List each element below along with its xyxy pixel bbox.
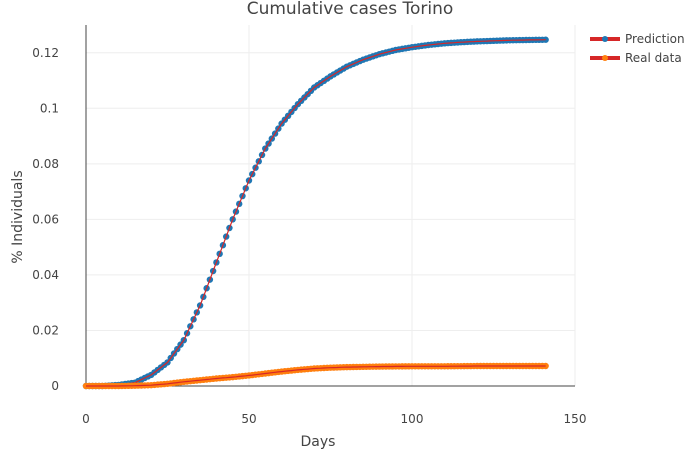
series-line-real-data — [86, 365, 546, 387]
legend-item-prediction[interactable]: Prediction — [590, 32, 685, 46]
chart-title: Cumulative cases Torino — [247, 0, 454, 19]
legend-label-real-data: Real data — [625, 51, 682, 65]
legend-label-prediction: Prediction — [625, 32, 685, 46]
x-tick-label: 50 — [241, 412, 256, 426]
grid-lines — [86, 25, 576, 386]
y-tick-label: 0.04 — [32, 268, 59, 282]
series-line-prediction — [86, 39, 546, 387]
y-tick-label: 0.08 — [32, 157, 59, 171]
x-axis-title: Days — [301, 434, 336, 450]
y-tick-label: 0.12 — [32, 46, 59, 60]
x-tick-labels: 0 50 100 150 — [82, 412, 586, 426]
x-tick-label: 150 — [564, 412, 587, 426]
y-tick-label: 0.1 — [40, 101, 59, 115]
legend-marker-prediction — [602, 36, 608, 42]
series-real-data — [82, 362, 549, 390]
series-prediction — [82, 36, 549, 390]
legend-marker-real-data — [602, 55, 608, 61]
y-tick-labels: 0 0.02 0.04 0.06 0.08 0.1 0.12 — [32, 46, 59, 393]
y-tick-label: 0.06 — [32, 212, 59, 226]
x-tick-label: 0 — [82, 412, 90, 426]
y-axis-title: % Individuals — [10, 170, 26, 263]
y-tick-label: 0 — [51, 379, 59, 393]
x-tick-label: 100 — [401, 412, 424, 426]
legend-item-real-data[interactable]: Real data — [590, 51, 682, 65]
series-layer — [82, 36, 549, 390]
legend[interactable]: Prediction Real data — [590, 32, 685, 65]
y-tick-label: 0.02 — [32, 323, 59, 337]
